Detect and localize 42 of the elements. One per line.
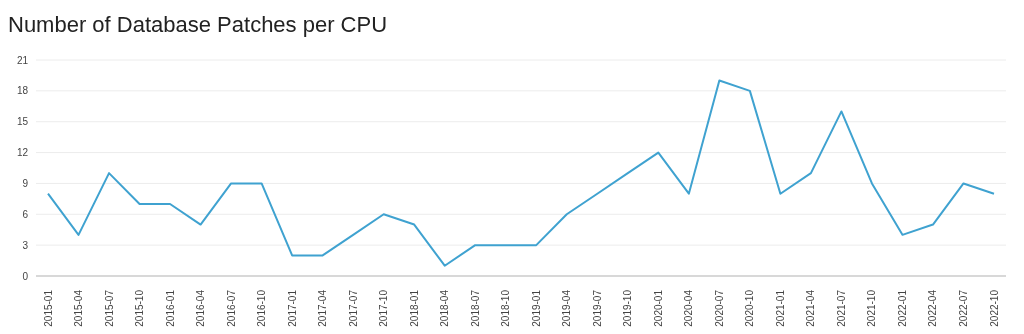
x-tick-label: 2021-10 [866, 289, 878, 327]
x-tick-label: 2022-07 [957, 289, 969, 327]
x-tick-label: 2018-07 [469, 289, 481, 327]
y-tick-label: 12 [16, 147, 29, 159]
y-tick-label: 6 [22, 208, 29, 220]
y-tick-label: 3 [22, 239, 29, 251]
x-tick-label: 2016-04 [195, 289, 207, 327]
chart-title: Number of Database Patches per CPU [8, 11, 389, 39]
x-tick-label: 2022-01 [896, 289, 908, 327]
x-tick-label: 2017-07 [347, 289, 359, 327]
x-tick-label: 2016-07 [225, 289, 237, 327]
y-tick-label: 21 [16, 54, 29, 66]
x-tick-label: 2019-01 [530, 289, 542, 327]
x-tick-label: 2018-01 [408, 289, 420, 327]
x-tick-label: 2015-10 [134, 289, 146, 327]
x-tick-label: 2021-04 [805, 289, 817, 327]
x-tick-label: 2015-07 [103, 289, 115, 327]
x-tick-label: 2017-04 [317, 289, 329, 327]
x-tick-label: 2015-04 [73, 289, 85, 327]
line-series [47, 79, 995, 267]
x-tick-label: 2018-10 [500, 289, 512, 327]
x-tick-label: 2020-04 [683, 289, 695, 327]
x-tick-label: 2022-10 [988, 289, 1000, 327]
x-tick-label: 2020-01 [652, 289, 664, 327]
x-tick-label: 2022-04 [927, 289, 939, 327]
x-tick-label: 2017-01 [286, 289, 298, 327]
x-tick-label: 2019-07 [591, 289, 603, 327]
x-tick-label: 2019-10 [622, 289, 634, 327]
x-tick-label: 2021-01 [774, 289, 786, 327]
x-tick-label: 2019-04 [561, 289, 573, 327]
x-tick-label: 2018-04 [439, 289, 451, 327]
x-tick-label: 2015-01 [42, 289, 54, 327]
x-tick-label: 2020-10 [744, 289, 756, 327]
x-tick-label: 2016-01 [164, 289, 176, 327]
x-tick-label: 2017-10 [378, 289, 390, 327]
y-tick-label: 9 [22, 177, 29, 189]
y-tick-label: 15 [16, 116, 29, 128]
x-tick-label: 2021-07 [835, 289, 847, 327]
y-tick-label: 0 [22, 270, 29, 282]
x-tick-label: 2020-07 [713, 289, 725, 327]
x-tick-label: 2016-10 [256, 289, 268, 327]
y-tick-label: 18 [16, 85, 29, 97]
